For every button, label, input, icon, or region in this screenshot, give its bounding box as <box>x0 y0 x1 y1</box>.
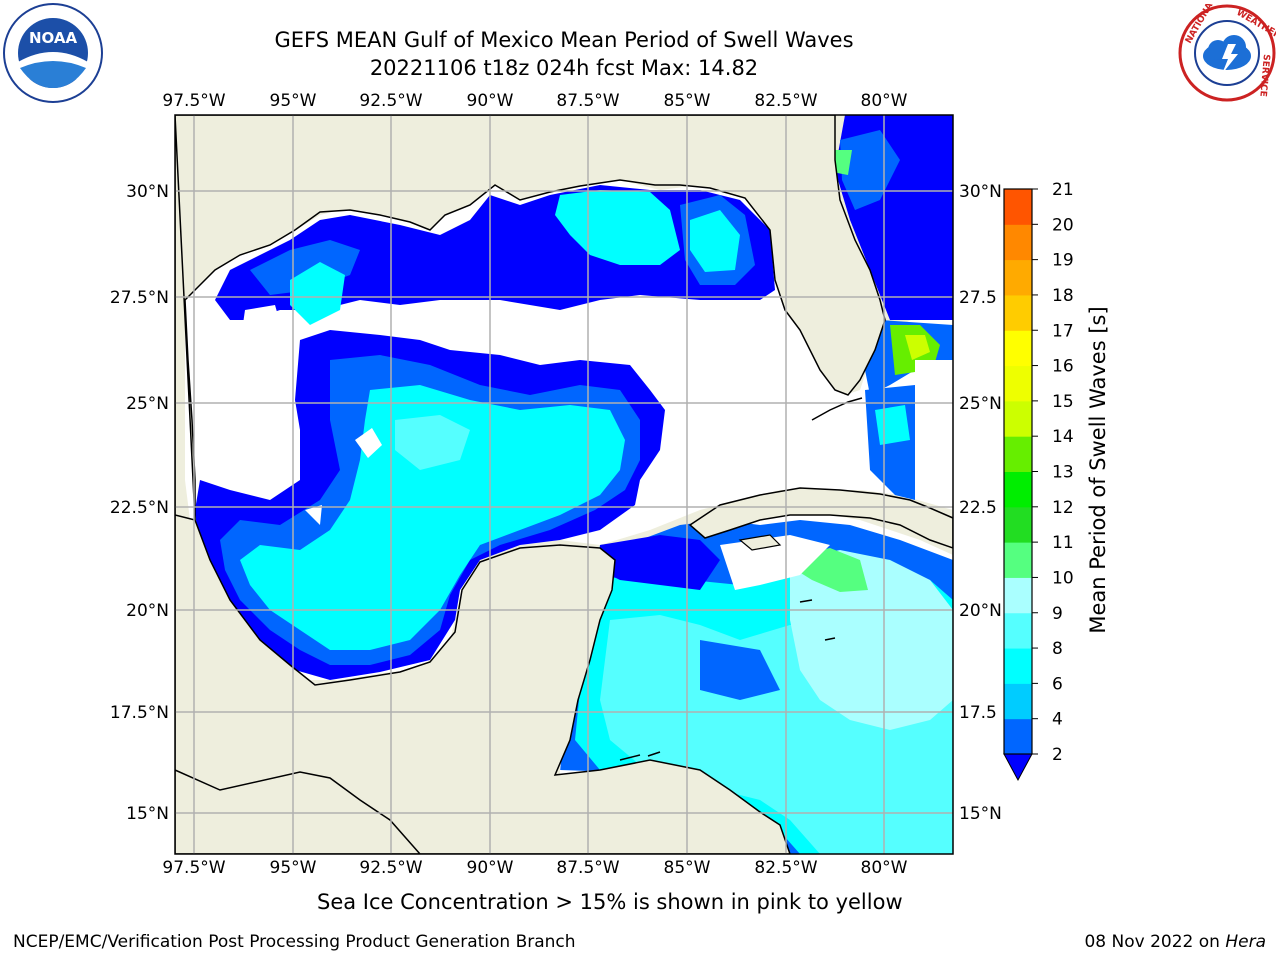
footer-organization: NCEP/EMC/Verification Post Processing Pr… <box>13 932 576 952</box>
noaa-logo: NOAA <box>3 3 103 103</box>
colorbar-tick-label: 14 <box>1052 427 1074 447</box>
map-grid <box>175 115 953 854</box>
lon-tick-label: 82.5°W <box>754 858 817 878</box>
chart-subtitle: 20221106 t18z 024h fcst Max: 14.82 <box>369 56 759 80</box>
nws-logo: NATIONAL WEATHER SERVICE <box>1178 4 1276 102</box>
colorbar-tick-label: 4 <box>1052 710 1063 730</box>
colorbar-segment <box>1004 506 1032 543</box>
lat-tick-label: 22.5 <box>959 498 997 518</box>
colorbar-segment <box>1004 648 1032 684</box>
lon-tick-label: 92.5°W <box>359 858 422 878</box>
colorbar-tick-label: 2 <box>1052 745 1063 765</box>
colorbar-tick-label: 12 <box>1052 498 1074 518</box>
colorbar-tick-label: 19 <box>1052 251 1074 271</box>
colorbar-tick-label: 18 <box>1052 286 1074 306</box>
lat-tick-label: 25°N <box>959 394 1002 414</box>
lon-tick-label: 87.5°W <box>556 858 619 878</box>
colorbar-segment <box>1004 224 1032 261</box>
colorbar-tick-label: 20 <box>1052 215 1074 235</box>
land-cuba <box>688 487 953 549</box>
lon-tick-label: 87.5°W <box>556 91 619 111</box>
lat-tick-label: 15°N <box>959 804 1002 824</box>
colorbar-tick-label: 21 <box>1052 180 1074 200</box>
lat-ticks-right: 30°N 27.5 25°N 22.5 20°N 17.5 15°N <box>959 182 1002 824</box>
svg-text:SERVICE: SERVICE <box>1257 54 1271 97</box>
swell-band-caribbean-light <box>790 550 953 730</box>
footer-date: 08 Nov 2022 on Hera <box>1084 932 1266 952</box>
lon-tick-label: 95°W <box>270 858 317 878</box>
lon-tick-label: 85°W <box>664 858 711 878</box>
colorbar-segment <box>1004 294 1032 331</box>
colorbar-tick-label: 6 <box>1052 674 1063 694</box>
colorbar-segment <box>1004 436 1032 472</box>
footer-machine: Hera <box>1225 932 1266 952</box>
colorbar-label: Mean Period of Swell Waves [s] <box>1086 306 1110 634</box>
lon-tick-label: 95°W <box>270 91 317 111</box>
lon-tick-label: 97.5°W <box>162 858 225 878</box>
colorbar-tick-label: 8 <box>1052 639 1063 659</box>
colorbar-under-extension <box>1003 753 1033 782</box>
footer-date-text: 08 Nov 2022 on <box>1084 932 1226 952</box>
lat-tick-label: 27.5°N <box>110 288 169 308</box>
lon-tick-label: 80°W <box>861 91 908 111</box>
lon-tick-label: 92.5°W <box>359 91 422 111</box>
map-plot <box>175 115 953 854</box>
lat-tick-label: 20°N <box>959 601 1002 621</box>
lat-tick-label: 15°N <box>126 804 169 824</box>
colorbar-tick-label: 11 <box>1052 533 1074 553</box>
lon-tick-label: 85°W <box>664 91 711 111</box>
lon-ticks-top: 97.5°W 95°W 92.5°W 90°W 87.5°W 85°W 82.5… <box>162 91 907 111</box>
lat-tick-label: 30°N <box>959 182 1002 202</box>
colorbar-tick-label: 10 <box>1052 568 1074 588</box>
colorbar-tick-label: 17 <box>1052 321 1074 341</box>
sea-ice-note: Sea Ice Concentration > 15% is shown in … <box>317 890 903 914</box>
land-us-gulf-coast <box>175 115 886 854</box>
colorbar-segment <box>1004 577 1032 614</box>
swell-band-cyan-central <box>240 385 625 650</box>
colorbar: 2 4 6 8 9 10 11 12 13 14 15 16 17 18 19 20 21 <box>1003 180 1074 782</box>
lon-ticks-bottom: 97.5°W 95°W 92.5°W 90°W 87.5°W 85°W 82.5… <box>162 858 907 878</box>
colorbar-segment <box>1004 683 1032 720</box>
lon-tick-label: 97.5°W <box>162 91 225 111</box>
lon-tick-label: 80°W <box>861 858 908 878</box>
land-mexico <box>175 514 791 854</box>
chart-title: GEFS MEAN Gulf of Mexico Mean Period of … <box>274 28 854 52</box>
lat-ticks-left: 30°N 27.5°N 25°N 22.5°N 20°N 17.5°N 15°N <box>110 182 169 824</box>
lon-tick-label: 82.5°W <box>754 91 817 111</box>
lat-tick-label: 25°N <box>126 394 169 414</box>
colorbar-segment <box>1004 365 1032 402</box>
map-frame <box>174 114 954 855</box>
lon-tick-label: 90°W <box>467 858 514 878</box>
lat-tick-label: 30°N <box>126 182 169 202</box>
colorbar-segment <box>1004 542 1032 578</box>
colorbar-tick-label: 9 <box>1052 604 1063 624</box>
colorbar-segment <box>1004 189 1032 225</box>
colorbar-segment <box>1004 259 1032 296</box>
colorbar-tick-label: 16 <box>1052 357 1074 377</box>
colorbar-segment <box>1004 612 1032 649</box>
colorbar-segment <box>1004 718 1032 755</box>
colorbar-tick-label: 15 <box>1052 392 1074 412</box>
lat-tick-label: 17.5 <box>959 703 997 723</box>
colorbar-segment <box>1004 330 1032 367</box>
lon-tick-label: 90°W <box>467 91 514 111</box>
colorbar-segment <box>1004 400 1032 437</box>
lat-tick-label: 20°N <box>126 601 169 621</box>
colorbar-tick-label: 13 <box>1052 463 1074 483</box>
colorbar-segment <box>1004 471 1032 508</box>
lat-tick-label: 17.5°N <box>110 703 169 723</box>
lat-tick-label: 22.5°N <box>110 498 169 518</box>
noaa-logo-text: NOAA <box>29 29 78 47</box>
lat-tick-label: 27.5 <box>959 288 997 308</box>
